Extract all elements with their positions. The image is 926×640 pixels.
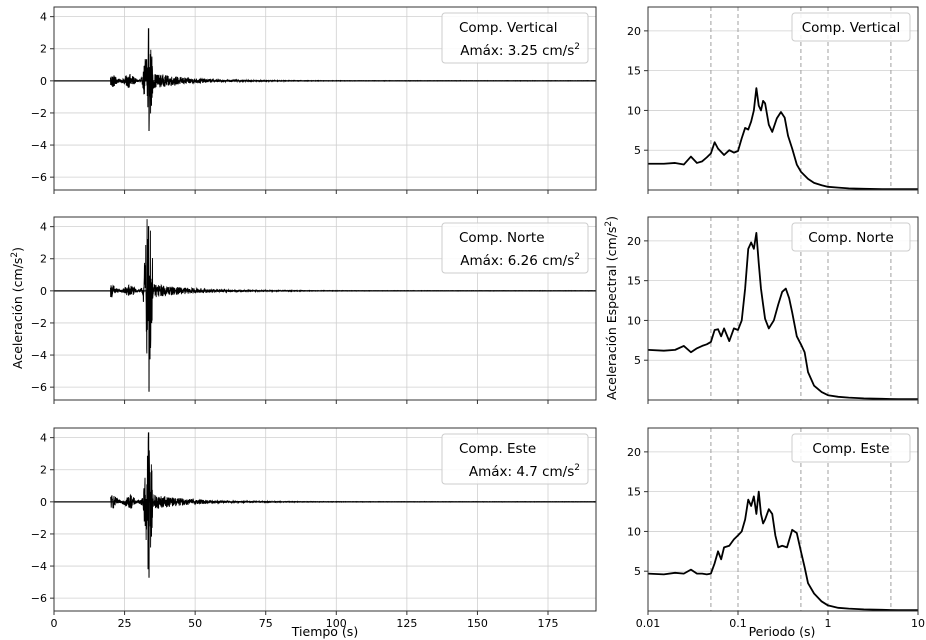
- legend: Comp. Norte Amáx: 6.26 cm/s2: [441, 222, 589, 274]
- legend-peak-sup: 2: [574, 42, 580, 52]
- axes-frame: [647, 216, 919, 401]
- y-tick-label: −2: [31, 317, 47, 330]
- legend-title: Comp. Norte: [459, 230, 545, 246]
- legend-peak-value: Amáx: 4.7 cm/s: [469, 464, 574, 480]
- legend-peak-value: Amáx: 3.25 cm/s: [460, 43, 574, 59]
- axes-frame: [53, 427, 597, 612]
- spectrum-panel-vertical: 5 10 15 20 Comp. Vertical: [627, 6, 919, 194]
- x-tick-label: 100: [326, 617, 347, 630]
- y-tick-label: 10: [627, 525, 641, 538]
- x-tick-label: 0: [51, 617, 58, 630]
- spectrum-panel-este: 5 10 15 20 0.01 0.1 1 10 Comp. Este: [627, 427, 925, 630]
- y-tick-label: 15: [627, 275, 641, 288]
- legend-box: [441, 433, 589, 485]
- x-tick-label: 50: [188, 617, 202, 630]
- axes-frame: [647, 427, 919, 612]
- x-tick-label: 0.01: [636, 617, 661, 630]
- y-tick-label: −4: [31, 560, 47, 573]
- y-tick-label: −4: [31, 139, 47, 152]
- time-ylabel-sup: 2: [10, 252, 20, 258]
- legend-box: [791, 222, 911, 252]
- spec-ylabel: Aceleración Espectral (cm/s2): [604, 216, 619, 400]
- y-tick-label: 10: [627, 314, 641, 327]
- spec-ylabel-sup: 2: [604, 221, 614, 227]
- y-tick-label: 5: [634, 354, 641, 367]
- time-ylabel-main: Aceleración (cm/s: [10, 258, 25, 369]
- spectrum-curve: [647, 232, 918, 401]
- legend: Comp. Vertical Amáx: 3.25 cm/s2: [441, 12, 589, 64]
- acceleration-trace: [110, 28, 597, 132]
- legend: Comp. Norte: [791, 222, 911, 252]
- x-tick-label: 125: [396, 617, 417, 630]
- y-tick-label: 0: [40, 496, 47, 509]
- y-tick-label: 15: [627, 65, 641, 78]
- y-tick-label: 4: [40, 432, 47, 445]
- x-tick-label: 75: [259, 617, 273, 630]
- legend: Comp. Este: [791, 433, 911, 463]
- x-tick-label: 175: [538, 617, 559, 630]
- legend-box: [441, 222, 589, 274]
- y-tick-label: −6: [31, 171, 47, 184]
- legend-title: Comp. Norte: [808, 230, 894, 246]
- spectrum-panel-norte: 5 10 15 20 Comp. Norte: [627, 216, 919, 404]
- legend-title: Comp. Vertical: [459, 20, 558, 36]
- y-tick-label: 5: [634, 144, 641, 157]
- legend-peak: Amáx: 4.7 cm/s2: [469, 463, 580, 480]
- y-tick-label: 20: [627, 235, 641, 248]
- legend-box: [441, 12, 589, 64]
- legend-peak: Amáx: 6.26 cm/s2: [460, 252, 580, 269]
- legend-peak: Amáx: 3.25 cm/s2: [460, 42, 580, 59]
- time-panel-este: −6 −4 −2 0 2 4 0 25 50 75 100 125 150 175 Comp. Este Am…: [31, 427, 597, 630]
- y-tick-label: −2: [31, 528, 47, 541]
- spec-ylabel-close: ): [604, 216, 619, 221]
- x-tick-label: 25: [118, 617, 132, 630]
- time-ylabel: Aceleración (cm/s2): [10, 247, 25, 369]
- spectrum-curve: [647, 490, 918, 612]
- legend-box: [791, 433, 911, 463]
- y-tick-label: 2: [40, 464, 47, 477]
- axes-frame: [53, 6, 597, 191]
- legend-box: [791, 12, 911, 42]
- legend: Comp. Este Amáx: 4.7 cm/s2: [441, 433, 589, 485]
- spec-xlabel: Periodo (s): [749, 624, 816, 639]
- y-tick-label: 15: [627, 486, 641, 499]
- acceleration-trace: [110, 219, 597, 392]
- y-tick-label: −2: [31, 107, 47, 120]
- y-tick-label: 0: [40, 285, 47, 298]
- x-tick-label: 10: [911, 617, 925, 630]
- legend-peak-sup: 2: [574, 252, 580, 262]
- x-tick-label: 0.1: [729, 617, 747, 630]
- legend: Comp. Vertical: [791, 12, 911, 42]
- x-tick-label: 1: [825, 617, 832, 630]
- spec-ylabel-main: Aceleración Espectral (cm/s: [604, 227, 619, 400]
- y-tick-label: −6: [31, 381, 47, 394]
- y-tick-label: 2: [40, 253, 47, 266]
- legend-title: Comp. Este: [459, 441, 536, 457]
- y-tick-label: 5: [634, 565, 641, 578]
- x-tick-label: 150: [467, 617, 488, 630]
- legend-title: Comp. Vertical: [802, 20, 901, 36]
- axes-frame: [53, 216, 597, 401]
- y-tick-label: 0: [40, 75, 47, 88]
- y-tick-label: 4: [40, 221, 47, 234]
- acceleration-trace: [110, 432, 597, 578]
- y-tick-label: 20: [627, 446, 641, 459]
- y-tick-label: 2: [40, 43, 47, 56]
- time-ylabel-close: ): [10, 247, 25, 252]
- legend-title: Comp. Este: [812, 441, 889, 457]
- y-tick-label: 20: [627, 25, 641, 38]
- legend-peak-sup: 2: [574, 463, 580, 473]
- time-xlabel: Tiempo (s): [291, 624, 358, 639]
- legend-peak-value: Amáx: 6.26 cm/s: [460, 253, 574, 269]
- y-tick-label: 4: [40, 11, 47, 24]
- axes-frame: [647, 6, 919, 191]
- y-tick-label: 10: [627, 104, 641, 117]
- y-tick-label: −4: [31, 349, 47, 362]
- y-tick-label: −6: [31, 592, 47, 605]
- spectrum-curve: [648, 87, 918, 191]
